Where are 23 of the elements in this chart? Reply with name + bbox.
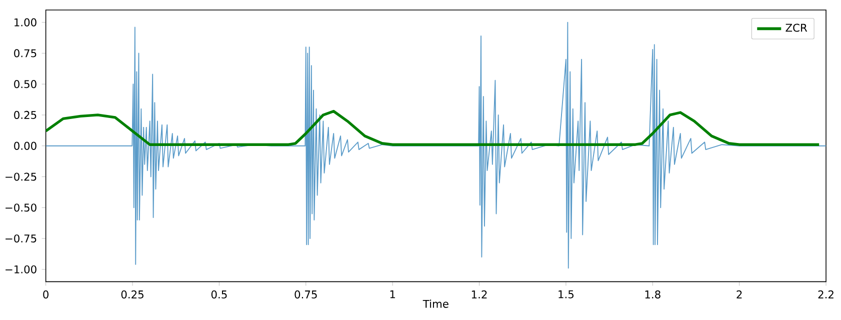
- x-tick-label: 1.2: [472, 290, 487, 298]
- x-tick-label: 0.75: [294, 290, 317, 299]
- x-tick-label: 0.5: [211, 290, 227, 299]
- y-tick-label: −0.50: [6, 204, 36, 212]
- line-series: [46, 110, 820, 146]
- y-tick-label: −1.00: [6, 265, 36, 274]
- y-tick-label: 0.25: [14, 111, 36, 120]
- x-tick-label: 1: [390, 290, 395, 298]
- x-tick-label: 2: [736, 290, 742, 298]
- x-tick-label: 1.5: [558, 290, 574, 298]
- y-tick-label: 0.50: [14, 80, 36, 88]
- x-axis-title: Time: [422, 300, 448, 308]
- y-tick-label: −0.25: [6, 172, 36, 181]
- x-tick-label: 0.25: [121, 290, 144, 299]
- x-tick-label: 1.8: [645, 290, 660, 299]
- x-tick-label: 0: [43, 290, 48, 299]
- legend-label: ZCR: [786, 24, 808, 32]
- y-tick-label: 0.00: [14, 142, 36, 150]
- y-tick-label: 1.00: [14, 18, 36, 27]
- x-tick-label: 2.2: [818, 290, 834, 298]
- line-series: [46, 22, 826, 269]
- y-tick-label: 0.75: [14, 49, 36, 58]
- y-tick-label: −0.75: [6, 234, 36, 243]
